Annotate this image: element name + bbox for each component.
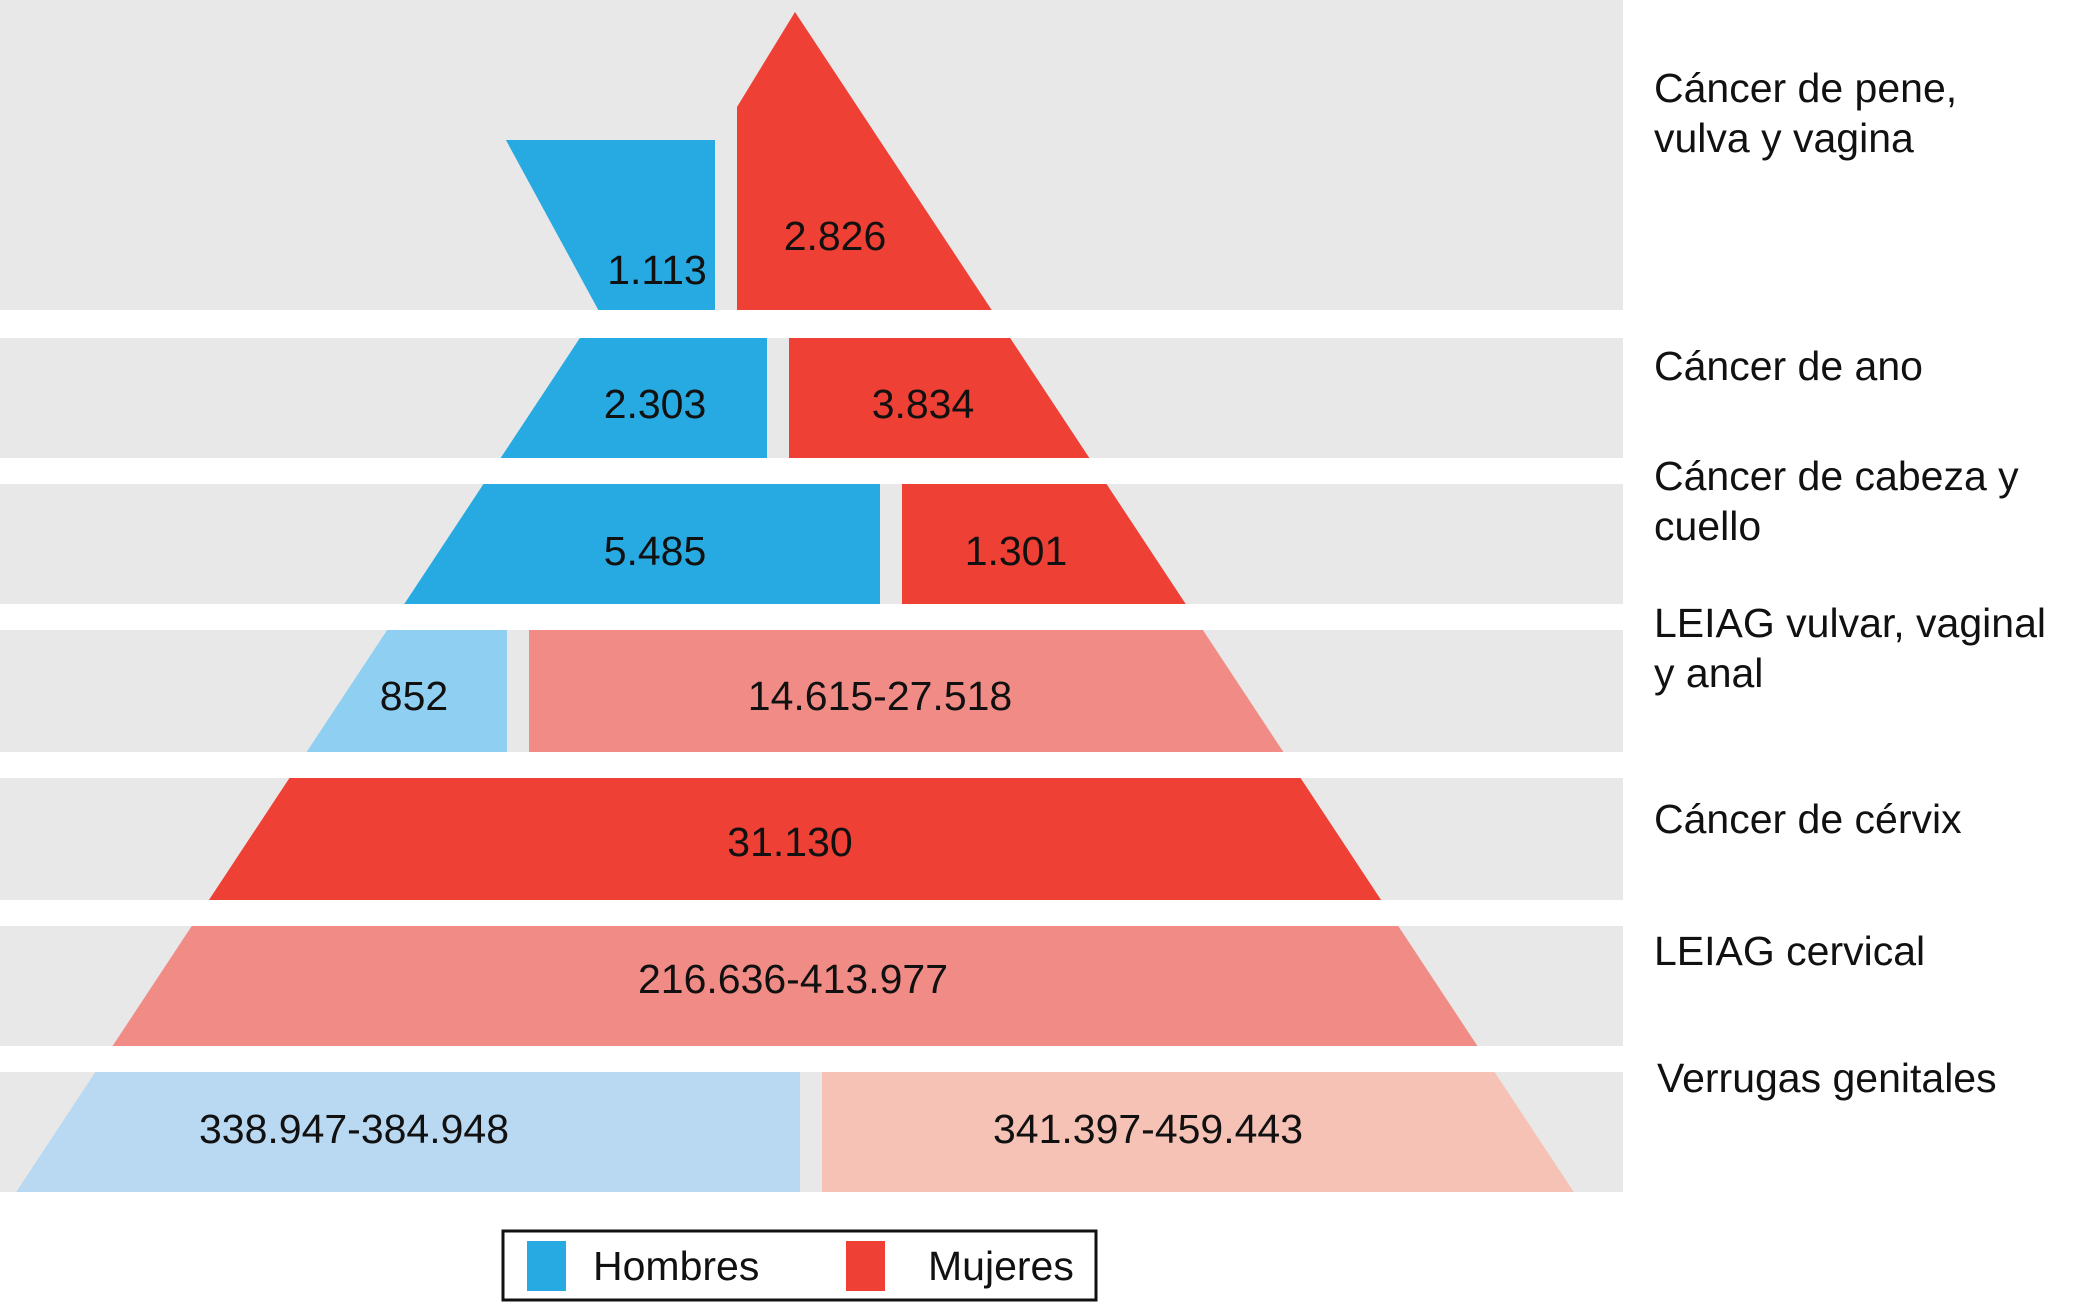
segment-1-mujeres — [737, 12, 992, 310]
level-label-4: LEIAG vulvar, vaginal y anal — [1654, 600, 2046, 696]
value-level-1-hombres: 1.113 — [607, 247, 707, 293]
value-level-5-mujeres: 31.130 — [727, 819, 852, 865]
segment-7-mujeres — [822, 1072, 1574, 1192]
segment-4-hombres — [306, 630, 507, 752]
legend-frame — [501, 1229, 1098, 1302]
segment-2-hombres — [500, 338, 767, 458]
legend: Hombres Mujeres — [501, 1229, 1098, 1302]
segment-4-mujeres — [529, 630, 1284, 752]
segment-6-mujeres — [112, 926, 1478, 1046]
level-label-3: Cáncer de cabeza y cuello — [1654, 453, 2019, 549]
segment-values: 1.113 2.826 2.303 3.834 5.485 1.301 852 14.615-… — [199, 213, 1303, 1152]
segment-7-hombres — [16, 1072, 800, 1192]
segment-2-mujeres — [789, 338, 1090, 458]
segment-3-hombres — [404, 484, 880, 604]
value-level-7-mujeres: 341.397-459.443 — [993, 1106, 1303, 1152]
value-level-2-mujeres: 3.834 — [872, 381, 975, 427]
value-level-6-mujeres: 216.636-413.977 — [638, 956, 948, 1002]
value-level-4-hombres: 852 — [380, 673, 448, 719]
level-label-1: Cáncer de pene, vulva y vagina — [1654, 65, 1957, 161]
value-level-1-mujeres: 2.826 — [784, 213, 887, 259]
level-label-5: Cáncer de cérvix — [1654, 796, 1962, 842]
legend-hombres-swatch — [527, 1241, 566, 1291]
level-label-6: LEIAG cervical — [1654, 928, 1925, 974]
value-level-2-hombres: 2.303 — [604, 381, 707, 427]
level-labels: Cáncer de pene, vulva y vagina Cáncer de a… — [1654, 65, 2046, 1101]
segment-5-mujeres — [208, 778, 1382, 900]
legend-hombres-label: Hombres — [593, 1243, 759, 1289]
value-level-3-hombres: 5.485 — [604, 528, 707, 574]
segment-3-mujeres — [902, 484, 1186, 604]
value-level-7-hombres: 338.947-384.948 — [199, 1106, 509, 1152]
legend-mujeres-swatch — [846, 1241, 885, 1291]
level-label-7: Verrugas genitales — [1657, 1055, 1997, 1101]
level-label-2: Cáncer de ano — [1654, 343, 1923, 389]
value-level-3-mujeres: 1.301 — [965, 528, 1068, 574]
value-level-4-mujeres: 14.615-27.518 — [748, 673, 1012, 719]
segment-1-hombres — [505, 140, 715, 310]
legend-mujeres-label: Mujeres — [928, 1243, 1074, 1289]
pyramid-segments — [16, 12, 1574, 1192]
